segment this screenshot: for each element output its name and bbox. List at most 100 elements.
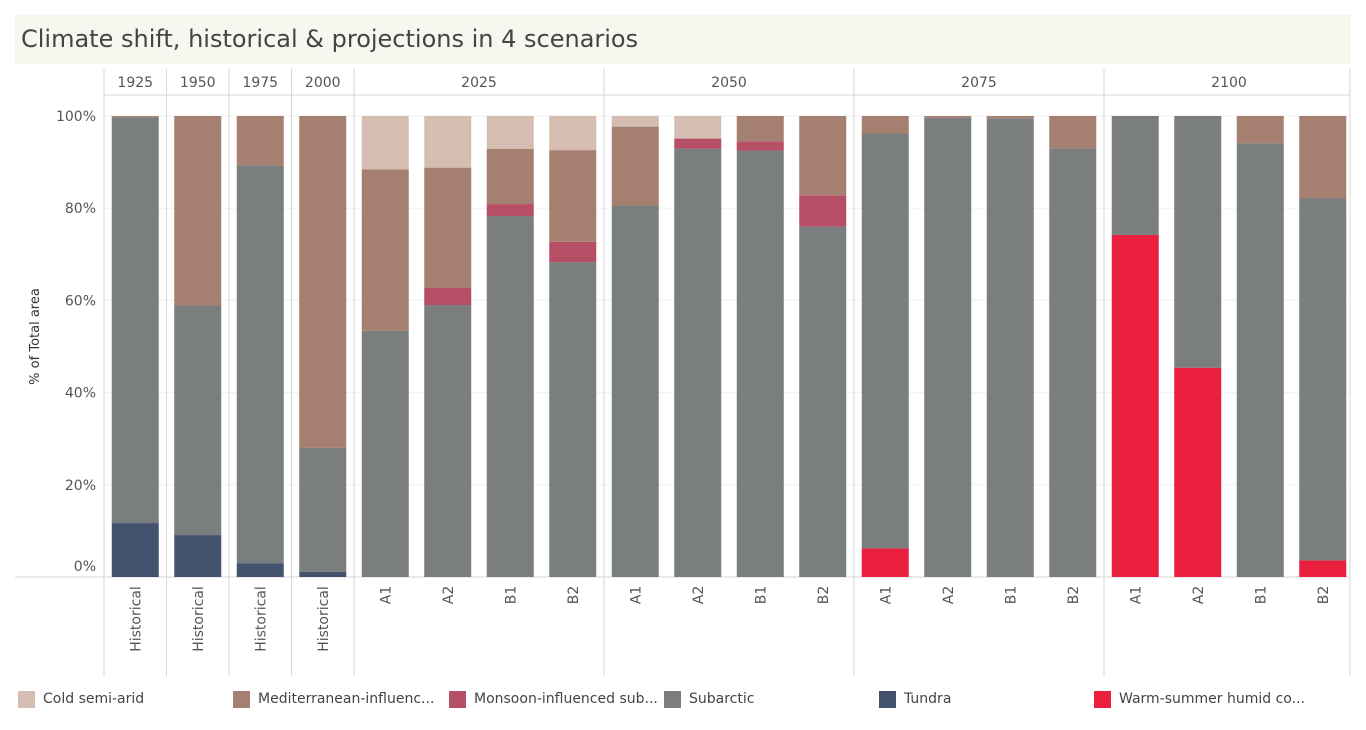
legend-item[interactable]: Warm-summer humid co...	[1094, 689, 1305, 709]
bar-segment-subarctic[interactable]	[674, 148, 722, 577]
year-header-label: 2100	[1211, 75, 1247, 91]
year-header-label: 2025	[461, 75, 497, 91]
chart-title: Climate shift, historical & projections …	[21, 25, 639, 53]
bar-segment-mediterranean-influenced[interactable]	[486, 148, 534, 205]
bar-segment-monsoon-influenced[interactable]	[424, 287, 472, 306]
legend-label: Warm-summer humid co...	[1119, 691, 1305, 707]
bar-segment-cold-semi-arid[interactable]	[361, 116, 409, 170]
bar-segment-subarctic[interactable]	[361, 330, 409, 577]
scenario-label: B1	[753, 586, 769, 605]
bar-segment-tundra[interactable]	[236, 563, 284, 577]
scenario-label: B1	[1003, 586, 1019, 605]
legend-swatch	[879, 690, 896, 708]
bar-segment-subarctic[interactable]	[1236, 143, 1284, 577]
bar-segment-mediterranean-influenced[interactable]	[299, 116, 347, 448]
legend-label: Monsoon-influenced sub...	[474, 691, 658, 707]
bar-segment-cold-semi-arid[interactable]	[486, 116, 534, 149]
bar-segment-subarctic[interactable]	[1111, 116, 1159, 235]
scenario-label: Historical	[316, 586, 332, 652]
bar-segment-mediterranean-influenced[interactable]	[986, 116, 1034, 119]
legend-label: Mediterranean-influenc...	[258, 691, 435, 707]
scenario-label: Historical	[191, 586, 207, 652]
scenario-label: Historical	[253, 586, 269, 652]
year-header-label: 2000	[305, 75, 341, 91]
bar-segment-warm-summer-humid[interactable]	[1299, 560, 1347, 577]
bar-segment-warm-summer-humid[interactable]	[1111, 234, 1159, 578]
legend-item[interactable]: Cold semi-arid	[18, 689, 144, 709]
bar-segment-mediterranean-influenced[interactable]	[1236, 116, 1284, 144]
legend-item[interactable]: Monsoon-influenced sub...	[449, 689, 658, 709]
bar-segment-warm-summer-humid[interactable]	[1174, 367, 1222, 577]
scenario-label: B2	[566, 586, 582, 605]
bar-segment-mediterranean-influenced[interactable]	[799, 116, 847, 196]
bar-segment-cold-semi-arid[interactable]	[611, 116, 659, 127]
bar-segment-monsoon-influenced[interactable]	[486, 204, 534, 217]
year-header-label: 2075	[961, 75, 997, 91]
bar-segment-subarctic[interactable]	[611, 205, 659, 577]
bar-segment-mediterranean-influenced[interactable]	[1049, 116, 1097, 149]
bar-segment-warm-summer-humid[interactable]	[861, 548, 909, 577]
legend-label: Tundra	[904, 691, 952, 707]
legend: Cold semi-arid Mediterranean-influenc... M…	[0, 686, 1366, 716]
bar-segment-mediterranean-influenced[interactable]	[361, 169, 409, 331]
year-header-label: 1975	[242, 75, 278, 91]
bar-segment-cold-semi-arid[interactable]	[674, 116, 722, 139]
scenario-label: A1	[628, 586, 644, 604]
bar-segment-monsoon-influenced[interactable]	[549, 241, 597, 263]
bar-segment-tundra[interactable]	[299, 571, 347, 577]
bar-segment-mediterranean-influenced[interactable]	[924, 116, 972, 118]
y-tick-label: 100%	[56, 109, 96, 125]
legend-item[interactable]: Subarctic	[664, 689, 754, 709]
bar-segment-subarctic[interactable]	[299, 447, 347, 572]
bar-segment-subarctic[interactable]	[111, 117, 159, 524]
scenario-label: Historical	[128, 586, 144, 652]
bar-segment-subarctic[interactable]	[799, 226, 847, 577]
bar-segment-mediterranean-influenced[interactable]	[174, 116, 222, 306]
bar-segment-monsoon-influenced[interactable]	[736, 141, 784, 151]
legend-swatch	[1094, 690, 1111, 708]
legend-item[interactable]: Mediterranean-influenc...	[233, 689, 434, 709]
bar-segment-mediterranean-influenced[interactable]	[549, 150, 597, 242]
bar-segment-subarctic[interactable]	[986, 118, 1034, 578]
legend-swatch	[664, 690, 681, 708]
bar-segment-subarctic[interactable]	[1049, 148, 1097, 577]
bar-segment-subarctic[interactable]	[236, 165, 284, 564]
legend-item[interactable]: Tundra	[879, 689, 951, 709]
scenario-label: A2	[691, 586, 707, 604]
bar-segment-subarctic[interactable]	[861, 133, 909, 549]
bar-segment-cold-semi-arid[interactable]	[549, 116, 597, 151]
y-tick-label: 80%	[65, 201, 96, 217]
bar-segment-subarctic[interactable]	[174, 305, 222, 536]
bar-segment-monsoon-influenced[interactable]	[799, 195, 847, 227]
scenario-label: A2	[1191, 586, 1207, 604]
bar-segment-mediterranean-influenced[interactable]	[736, 116, 784, 142]
legend-swatch	[18, 690, 35, 708]
y-axis-title: % of Total area	[28, 288, 43, 385]
year-header-label: 1925	[117, 75, 153, 91]
bar-segment-tundra[interactable]	[111, 523, 159, 577]
scenario-label: B2	[816, 586, 832, 605]
bar-segment-subarctic[interactable]	[549, 262, 597, 577]
bar-segment-subarctic[interactable]	[1299, 198, 1347, 561]
bar-segment-mediterranean-influenced[interactable]	[424, 167, 472, 288]
scenario-label: A2	[941, 586, 957, 604]
bar-segment-mediterranean-influenced[interactable]	[611, 126, 659, 206]
bar-segment-subarctic[interactable]	[736, 150, 784, 577]
bar-segment-subarctic[interactable]	[924, 117, 972, 578]
bar-segment-tundra[interactable]	[174, 535, 222, 577]
bar-segment-subarctic[interactable]	[424, 305, 472, 577]
scenario-label: B2	[1316, 586, 1332, 605]
legend-swatch	[233, 690, 250, 708]
year-header-label: 2050	[711, 75, 747, 91]
bar-segment-mediterranean-influenced[interactable]	[1299, 116, 1347, 199]
bar-segment-subarctic[interactable]	[1174, 116, 1222, 368]
bar-segment-subarctic[interactable]	[486, 216, 534, 578]
bar-segment-mediterranean-influenced[interactable]	[236, 116, 284, 166]
scenario-label: A1	[1128, 586, 1144, 604]
y-tick-label: 40%	[65, 386, 96, 402]
bar-segment-monsoon-influenced[interactable]	[674, 138, 722, 149]
bar-segment-cold-semi-arid[interactable]	[424, 116, 472, 168]
scenario-label: B2	[1066, 586, 1082, 605]
bar-segment-mediterranean-influenced[interactable]	[111, 116, 159, 118]
bar-segment-mediterranean-influenced[interactable]	[861, 116, 909, 134]
